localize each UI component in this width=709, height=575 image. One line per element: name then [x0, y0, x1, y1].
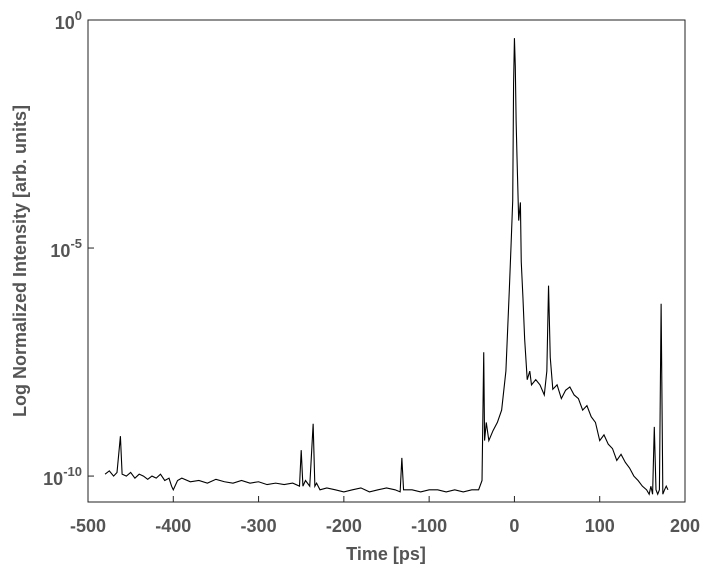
x-tick-label: 100: [585, 516, 615, 536]
y-tick-label: 10-10: [43, 464, 82, 489]
x-tick-label: -400: [155, 516, 191, 536]
x-axis-title: Time [ps]: [346, 544, 426, 564]
plot-frame: [87, 19, 686, 503]
y-tick-label: 100: [55, 8, 82, 33]
x-tick-label: -200: [326, 516, 362, 536]
x-tick-label: 0: [509, 516, 519, 536]
x-tick-label: -500: [70, 516, 106, 536]
x-tick-label: -100: [411, 516, 447, 536]
x-tick-label: 200: [670, 516, 700, 536]
y-axis-title: Log Normalized Intensity [arb. units]: [10, 105, 30, 417]
x-tick-label: -300: [241, 516, 277, 536]
data-line: [104, 38, 669, 496]
y-tick-label: 10-5: [50, 236, 82, 261]
